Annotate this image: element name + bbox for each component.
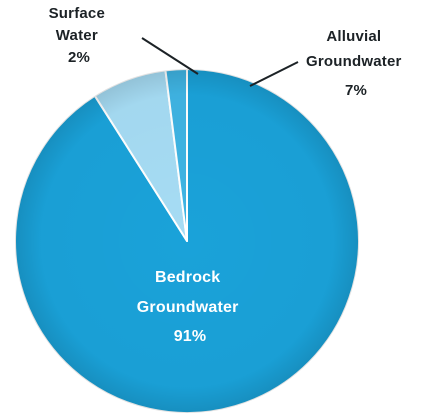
- slice-label-bedrock-groundwater-line-1: Bedrock: [155, 269, 220, 286]
- slice-label-bedrock-groundwater-value: 91%: [174, 328, 207, 345]
- slice-label-alluvial-groundwater-line-2: Groundwater: [306, 53, 402, 70]
- slice-label-surface-water-value: 2%: [68, 49, 90, 66]
- slices-layer: [14, 68, 360, 414]
- leader-line-alluvial-groundwater: [249, 61, 299, 87]
- slice-label-alluvial-groundwater: Alluvial Groundwater 7%: [306, 28, 406, 99]
- slice-label-surface-water-line-2: Water: [56, 27, 98, 44]
- slice-label-alluvial-groundwater-line-1: Alluvial: [326, 28, 381, 45]
- slice-label-bedrock-groundwater: Bedrock Groundwater 91%: [137, 269, 243, 345]
- slice-label-alluvial-groundwater-value: 7%: [345, 82, 367, 99]
- leader-lines: [141, 37, 299, 87]
- slice-label-surface-water: Surface Water 2%: [49, 5, 110, 66]
- leader-line-surface-water: [141, 37, 199, 75]
- slice-label-surface-water-line-1: Surface: [49, 5, 105, 22]
- slice-label-bedrock-groundwater-line-2: Groundwater: [137, 299, 239, 316]
